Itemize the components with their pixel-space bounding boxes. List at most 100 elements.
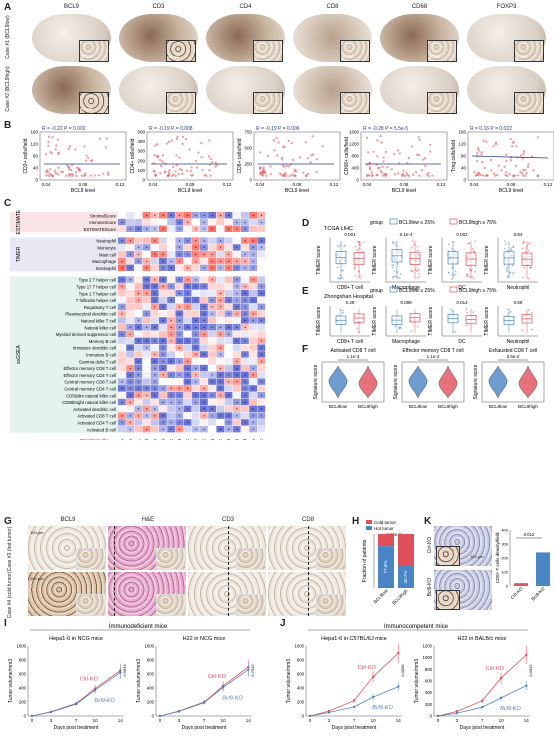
jitter-point bbox=[471, 275, 473, 278]
heatmap-sig-star: * bbox=[187, 253, 189, 258]
heatmap-cell bbox=[224, 412, 233, 419]
y-tick-label: 0 bbox=[430, 714, 433, 719]
heatmap-cell bbox=[126, 351, 134, 358]
heatmap-sig-star: * bbox=[146, 278, 148, 283]
heatmap-cell bbox=[241, 290, 249, 297]
heatmap-cell bbox=[150, 296, 159, 304]
heatmap-cell bbox=[224, 364, 233, 372]
scatter-point bbox=[427, 171, 430, 175]
ihc-inset bbox=[436, 590, 460, 610]
series-label-ko: Bcl9-KO bbox=[222, 695, 243, 701]
heatmap-cell bbox=[134, 290, 143, 297]
heatmap-sig-star: * bbox=[203, 312, 205, 317]
heatmap-cell bbox=[257, 337, 266, 344]
heatmap-sig-star: * bbox=[138, 246, 140, 251]
histology-inset bbox=[316, 548, 346, 570]
scatter-point bbox=[402, 174, 405, 177]
y-axis-label: TIMER score bbox=[484, 245, 490, 274]
y-axis-label: TIMER score bbox=[428, 245, 434, 274]
heatmap-sig-star: * bbox=[187, 387, 189, 392]
heatmap-cell bbox=[191, 358, 200, 365]
heatmap-cell bbox=[167, 317, 175, 324]
jitter-point bbox=[452, 267, 455, 270]
y-tick-label: 750 bbox=[244, 130, 252, 135]
jitter-point bbox=[506, 276, 509, 278]
heatmap-cell bbox=[208, 358, 216, 365]
scatter-point bbox=[53, 169, 57, 173]
heatmap-cell bbox=[224, 303, 233, 310]
x-tick-label: 14 bbox=[396, 718, 402, 723]
jitter-point bbox=[506, 270, 508, 272]
scatter-point bbox=[180, 168, 183, 172]
heatmap-sig-star: * bbox=[187, 278, 189, 283]
heatmap-sig-star: * bbox=[162, 259, 164, 264]
heatmap-sig-star: * bbox=[228, 414, 230, 419]
scatter-point bbox=[417, 136, 420, 139]
histology-inset bbox=[236, 594, 266, 616]
p-value: 0.83 bbox=[514, 232, 523, 237]
heatmap-cell bbox=[150, 405, 159, 412]
panel-a-ihc-grid: BCL9 CD3 CD4 CD8 CD68 FOXP3 Case #1 (BCL9low) 5… bbox=[0, 0, 554, 120]
heatmap-cell bbox=[200, 225, 208, 232]
heatmap-sig-star: * bbox=[170, 360, 172, 365]
panel-label-c: C bbox=[4, 198, 12, 209]
heatmap-cell bbox=[126, 283, 134, 290]
scatter-point bbox=[371, 174, 374, 177]
bar-value-label: 77.6% bbox=[383, 561, 388, 574]
heatmap-cell bbox=[118, 330, 126, 338]
heatmap-sig-star: * bbox=[228, 214, 230, 219]
heatmap-row-label: Central memory CD4 T cell bbox=[64, 387, 116, 392]
p-value: 0.0042 bbox=[528, 664, 533, 677]
heatmap-cell bbox=[167, 344, 175, 351]
heatmap-cell bbox=[134, 212, 143, 219]
heatmap-cell bbox=[134, 283, 143, 290]
heatmap-sig-star: * bbox=[129, 346, 131, 351]
heatmap-cell bbox=[118, 264, 126, 271]
heatmap-sig-star: * bbox=[261, 246, 263, 251]
scatter-point bbox=[175, 137, 179, 141]
heatmap-cell bbox=[232, 364, 241, 372]
heatmap-cell bbox=[208, 337, 216, 344]
heatmap-sig-star: * bbox=[261, 414, 263, 419]
scatter-stats: R = -0.19 P = 0.008 bbox=[149, 126, 193, 132]
heatmap-cell bbox=[159, 364, 167, 372]
heatmap-cell bbox=[183, 324, 192, 331]
heatmap-sig-star: * bbox=[138, 292, 140, 297]
heatmap-sig-star: * bbox=[170, 285, 172, 290]
heatmap-column-label: GBMLGG bbox=[161, 438, 166, 440]
scatter-point bbox=[68, 145, 71, 148]
heatmap-row-label: Activated CD8 T cell bbox=[77, 414, 116, 419]
heatmap-sig-star: * bbox=[220, 346, 222, 351]
heatmap-sig-star: * bbox=[252, 214, 254, 219]
scatter-point bbox=[159, 158, 162, 162]
heatmap-sig-star: * bbox=[187, 380, 189, 385]
x-tick-label: 0.08 bbox=[293, 182, 302, 187]
violin-x-label: BCL9high bbox=[358, 404, 378, 409]
ihc-marker-label: FOXP3 bbox=[496, 4, 517, 10]
heatmap-cell bbox=[150, 426, 159, 433]
heatmap-cell bbox=[142, 225, 151, 232]
heatmap-sig-star: * bbox=[138, 326, 140, 331]
heatmap-sig-star: * bbox=[220, 214, 222, 219]
heatmap-cell bbox=[126, 426, 134, 433]
heatmap-cell bbox=[150, 225, 159, 232]
scatter-point bbox=[190, 166, 193, 169]
heatmap-cell bbox=[200, 296, 208, 304]
y-axis-label: Treg cells/field bbox=[451, 140, 457, 172]
heatmap-cell bbox=[200, 324, 208, 331]
p-value: 3.6e-2 bbox=[507, 354, 520, 359]
heatmap-cell bbox=[216, 225, 225, 232]
heatmap-sig-star: * bbox=[179, 339, 181, 344]
heatmap-cell bbox=[232, 351, 241, 358]
heatmap-cell bbox=[134, 237, 143, 244]
jitter-point bbox=[416, 267, 419, 270]
heatmap-cell bbox=[241, 385, 249, 392]
x-axis-label: Days post treatment bbox=[54, 725, 99, 731]
heatmap-cell bbox=[126, 212, 134, 219]
y-tick-label: 1600 bbox=[349, 130, 360, 135]
heatmap-sig-star: * bbox=[244, 421, 246, 426]
scatter-point bbox=[165, 142, 169, 145]
heatmap-row-label: Eosinophil bbox=[96, 266, 116, 271]
heatmap-cell bbox=[167, 251, 175, 258]
